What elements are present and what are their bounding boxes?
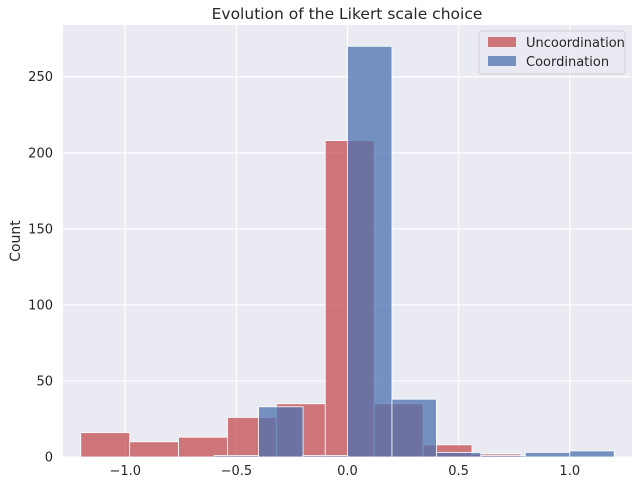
bar-coordination	[391, 398, 437, 458]
x-tick-label: −0.5	[221, 464, 253, 479]
y-axis-ticks: 0 50 100 150 200 250	[28, 70, 53, 465]
legend-label-coordination: Coordination	[526, 55, 609, 70]
bar-coordination	[436, 452, 482, 458]
x-tick-label: 0.5	[448, 464, 469, 479]
x-axis-ticks: −1.0 −0.5 0.0 0.5 1.0	[109, 464, 580, 479]
x-tick-label: −1.0	[109, 464, 141, 479]
y-tick-label: 100	[28, 298, 53, 313]
chart-legend: Uncoordination Coordination	[478, 30, 626, 75]
bar-uncoordination	[178, 436, 228, 458]
legend-label-uncoordination: Uncoordination	[526, 36, 625, 51]
y-tick-label: 0	[45, 451, 53, 466]
bar-uncoordination	[80, 432, 131, 458]
histogram-bars	[80, 45, 615, 458]
y-tick-label: 50	[36, 374, 53, 389]
y-tick-label: 150	[28, 222, 53, 237]
bar-coordination	[569, 450, 615, 458]
y-tick-label: 200	[28, 146, 53, 161]
bar-coordination	[213, 455, 259, 458]
y-axis-label: Count	[8, 220, 24, 262]
bar-coordination	[258, 406, 304, 458]
bar-coordination	[347, 45, 393, 458]
chart-title: Evolution of the Likert scale choice	[212, 5, 483, 23]
bar-coordination	[302, 455, 348, 458]
legend-swatch-uncoordination	[488, 37, 516, 47]
bar-coordination	[524, 452, 571, 458]
bar-coordination	[480, 455, 526, 458]
x-tick-label: 0.0	[337, 464, 358, 479]
bar-uncoordination	[129, 441, 179, 458]
legend-swatch-coordination	[488, 56, 516, 66]
y-tick-label: 250	[28, 70, 53, 85]
x-tick-label: 1.0	[559, 464, 580, 479]
